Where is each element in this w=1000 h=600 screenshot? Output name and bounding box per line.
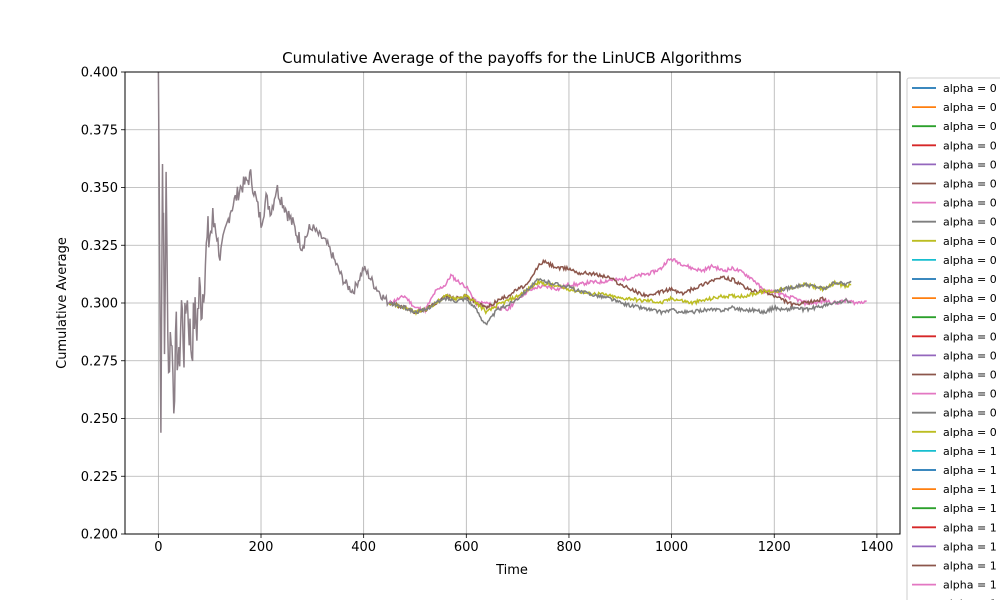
legend-entry-label: alpha = 0: [943, 235, 997, 248]
legend-entry-label: alpha = 1: [943, 579, 997, 592]
legend-entry-label: alpha = 0: [943, 292, 997, 305]
chart-title: Cumulative Average of the payoffs for th…: [282, 49, 742, 67]
legend-entry-label: alpha = 0: [943, 388, 997, 401]
legend-entry-label: alpha = 0: [943, 369, 997, 382]
series-line: [388, 258, 867, 315]
y-tick-label: 0.325: [81, 239, 118, 254]
x-tick-label: 800: [557, 540, 582, 555]
legend-entry-label: alpha = 1: [943, 521, 997, 534]
x-tick-label: 600: [454, 540, 479, 555]
x-tick-label: 1200: [758, 540, 791, 555]
y-tick-label: 0.375: [81, 123, 118, 138]
legend-entry-label: alpha = 0: [943, 426, 997, 439]
y-tick-label: 0.225: [81, 470, 118, 485]
y-tick-label: 0.250: [81, 412, 118, 427]
y-tick-label: 0.275: [81, 354, 118, 369]
series-line-shared-prefix: [157, 72, 390, 433]
y-tick-label: 0.400: [81, 66, 118, 81]
legend-entry-label: alpha = 0: [943, 330, 997, 343]
series-line: [773, 280, 852, 293]
x-axis-label: Time: [495, 563, 528, 578]
legend-entry-label: alpha = 1: [943, 560, 997, 573]
legend-entry-label: alpha = 0: [943, 311, 997, 324]
legend-entry-label: alpha = 1: [943, 445, 997, 458]
legend-entry-label: alpha = 1: [943, 598, 997, 600]
legend-entry-label: alpha = 0: [943, 197, 997, 210]
x-tick-label: 200: [249, 540, 274, 555]
legend-entry-label: alpha = 0: [943, 82, 997, 95]
y-tick-label: 0.350: [81, 181, 118, 196]
y-axis-label: Cumulative Average: [55, 237, 70, 369]
legend-entry-label: alpha = 0: [943, 139, 997, 152]
x-tick-label: 1000: [655, 540, 688, 555]
legend-entry-label: alpha = 0: [943, 254, 997, 267]
series-group: [157, 72, 867, 433]
legend-entry-label: alpha = 0: [943, 178, 997, 191]
x-tick-label: 1400: [860, 540, 893, 555]
legend-entry-label: alpha = 1: [943, 502, 997, 515]
x-tick-label: 0: [154, 540, 162, 555]
x-tick-label: 400: [351, 540, 376, 555]
legend-entry-label: alpha = 0: [943, 158, 997, 171]
series-line: [388, 277, 852, 326]
legend-entry-label: alpha = 0: [943, 216, 997, 229]
legend-entry-label: alpha = 1: [943, 540, 997, 553]
legend-entry-label: alpha = 0: [943, 273, 997, 286]
legend-entry-label: alpha = 0: [943, 349, 997, 362]
legend-entry-label: alpha = 1: [943, 464, 997, 477]
y-tick-label: 0.200: [81, 528, 118, 543]
legend: alpha = 0 alpha = 0 alpha = 0 alpha = 0 alph…: [906, 77, 1000, 600]
legend-entry-label: alpha = 1: [943, 483, 997, 496]
legend-entry-label: alpha = 0: [943, 407, 997, 420]
legend-entry-label: alpha = 0: [943, 101, 997, 114]
y-tick-label: 0.300: [81, 297, 118, 312]
legend-entry-label: alpha = 0: [943, 120, 997, 133]
axis-ticks: 0 200 400 600 800 1000 1200 1400 0.200 0.225 0.250…: [81, 66, 894, 556]
